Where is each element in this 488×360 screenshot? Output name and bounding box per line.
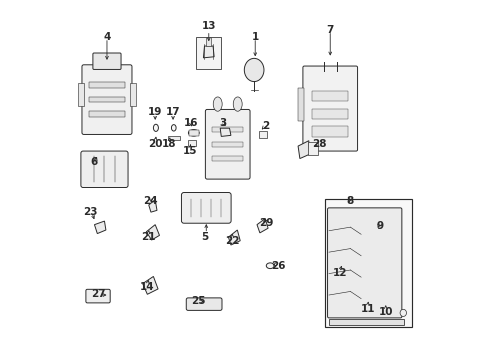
Text: 6: 6 — [90, 157, 97, 167]
Bar — [188, 130, 198, 136]
Ellipse shape — [233, 97, 242, 111]
Ellipse shape — [213, 97, 222, 111]
Text: 24: 24 — [143, 197, 158, 206]
Polygon shape — [203, 46, 214, 58]
Text: 13: 13 — [201, 21, 216, 31]
Polygon shape — [257, 219, 267, 233]
Text: 20: 20 — [148, 139, 162, 149]
Text: 4: 4 — [103, 32, 110, 42]
Polygon shape — [228, 230, 240, 245]
Text: 8: 8 — [346, 197, 353, 206]
FancyBboxPatch shape — [302, 66, 357, 151]
Ellipse shape — [399, 309, 406, 316]
FancyBboxPatch shape — [186, 298, 222, 310]
Ellipse shape — [153, 124, 158, 131]
Bar — [89, 97, 124, 103]
Text: 21: 21 — [141, 232, 155, 242]
FancyBboxPatch shape — [205, 109, 249, 179]
FancyBboxPatch shape — [81, 151, 128, 188]
Text: 23: 23 — [83, 207, 97, 217]
Bar — [307, 143, 317, 155]
Bar — [328, 319, 403, 325]
Text: 5: 5 — [201, 232, 208, 242]
Ellipse shape — [244, 58, 264, 82]
Bar — [212, 127, 243, 132]
Bar — [89, 82, 124, 88]
Text: 1: 1 — [251, 32, 258, 42]
Bar — [130, 83, 135, 106]
Bar — [188, 140, 196, 147]
Polygon shape — [298, 141, 309, 158]
Text: 16: 16 — [183, 118, 198, 128]
FancyBboxPatch shape — [93, 53, 121, 69]
Text: 3: 3 — [219, 118, 226, 128]
Text: 2: 2 — [262, 121, 269, 131]
Text: 9: 9 — [376, 221, 383, 231]
Text: 19: 19 — [148, 107, 162, 117]
Bar — [311, 126, 347, 137]
Text: 7: 7 — [326, 25, 333, 35]
Text: 27: 27 — [91, 289, 105, 299]
Text: 15: 15 — [183, 147, 197, 157]
Text: 18: 18 — [162, 139, 176, 149]
Bar — [78, 83, 83, 106]
Bar — [206, 37, 211, 46]
Bar — [89, 111, 124, 117]
Bar — [212, 142, 243, 147]
Text: 11: 11 — [360, 303, 374, 314]
Text: 12: 12 — [332, 268, 347, 278]
Ellipse shape — [266, 263, 274, 269]
Text: 17: 17 — [165, 107, 180, 117]
Text: 10: 10 — [378, 307, 392, 317]
Polygon shape — [142, 276, 158, 294]
Bar — [297, 88, 304, 121]
Polygon shape — [220, 128, 230, 136]
Text: 22: 22 — [224, 236, 239, 246]
Text: 25: 25 — [190, 296, 205, 306]
Text: 14: 14 — [140, 282, 154, 292]
Polygon shape — [94, 221, 106, 234]
Bar — [311, 109, 347, 119]
Polygon shape — [146, 225, 159, 240]
FancyBboxPatch shape — [181, 193, 231, 223]
Bar — [196, 37, 221, 69]
Text: 29: 29 — [258, 218, 273, 228]
Bar — [212, 156, 243, 161]
Polygon shape — [148, 200, 157, 212]
FancyBboxPatch shape — [86, 289, 110, 303]
Text: 28: 28 — [312, 139, 326, 149]
Bar — [258, 131, 266, 138]
Text: 26: 26 — [271, 261, 285, 271]
Ellipse shape — [171, 125, 176, 131]
Ellipse shape — [188, 130, 199, 136]
Bar — [167, 136, 180, 140]
Bar — [311, 91, 347, 102]
FancyBboxPatch shape — [327, 208, 401, 318]
Bar — [324, 199, 411, 327]
FancyBboxPatch shape — [82, 65, 132, 134]
